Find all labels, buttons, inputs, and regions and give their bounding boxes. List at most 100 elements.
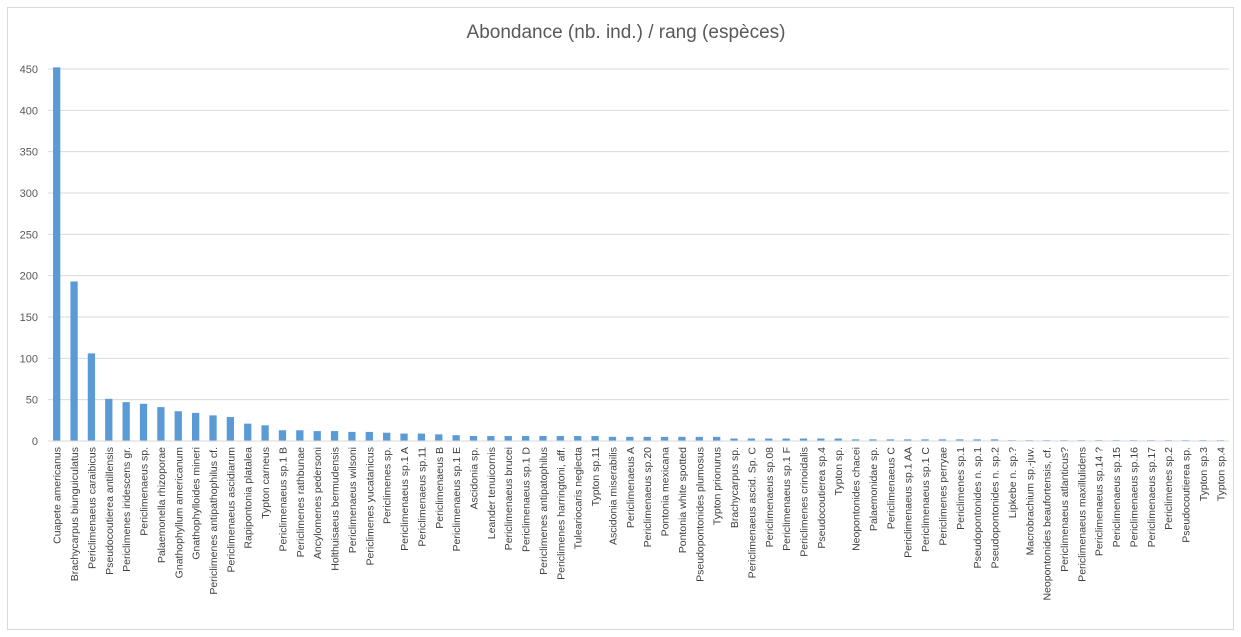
bar bbox=[608, 436, 617, 441]
bar bbox=[70, 281, 78, 441]
bar bbox=[747, 438, 756, 441]
x-tick-label: Periclimenaeus ascidiarum bbox=[225, 447, 237, 573]
x-tick-label: Periclimenaeus sp.1 E bbox=[451, 447, 463, 551]
bar bbox=[695, 436, 703, 441]
x-tick-label: Leander tenuicornis bbox=[486, 447, 498, 539]
bar bbox=[730, 438, 738, 441]
y-tick-label: 50 bbox=[26, 395, 38, 407]
y-tick-label: 450 bbox=[20, 64, 38, 76]
gridlines bbox=[48, 68, 1229, 401]
bar bbox=[87, 353, 96, 441]
x-tick-label: Periclimenes sp.2 bbox=[1163, 447, 1175, 530]
bar bbox=[244, 423, 252, 441]
x-tick-label: Brachycarpus sp. bbox=[729, 447, 741, 528]
x-tick-label: Pseudocoutierea sp. bbox=[1181, 447, 1193, 543]
y-tick-label: 300 bbox=[20, 188, 38, 200]
bar bbox=[383, 432, 391, 441]
y-tick-label: 250 bbox=[20, 229, 38, 241]
x-tick-label: Typton sp.3 bbox=[1198, 447, 1210, 501]
x-tick-label: Gnathophylloides mineri bbox=[191, 447, 203, 560]
bar bbox=[834, 438, 842, 441]
x-tick-label: Periclimenaeus wilsoni bbox=[347, 447, 359, 553]
bar bbox=[921, 439, 929, 441]
bar bbox=[348, 431, 356, 441]
x-tick-label: Brachycarpus biunguiculatus bbox=[69, 447, 81, 581]
y-tick-label: 350 bbox=[20, 147, 38, 159]
bar bbox=[139, 403, 148, 441]
category-labels: Cuapete americanus Brachycarpus biunguicu… bbox=[52, 447, 1228, 601]
x-tick-label: Periclimenaeus ascid. Sp. C bbox=[746, 447, 758, 579]
x-tick-label: Pseudopontonides plumosus bbox=[694, 447, 706, 582]
bar bbox=[53, 67, 61, 441]
y-tick-label: 200 bbox=[20, 271, 38, 283]
bar bbox=[904, 439, 912, 441]
x-tick-label: Rapipontonia platalea bbox=[243, 447, 255, 549]
bar bbox=[713, 436, 721, 441]
bar bbox=[886, 439, 894, 441]
x-tick-label: Periclimenaeus B bbox=[434, 447, 446, 529]
x-tick-label: Periclimenaeus sp.1 D bbox=[521, 447, 533, 552]
x-tick-label: Periclimenes harringtoni, aff. bbox=[555, 447, 567, 580]
x-tick-label: Pseudopontonides n. sp.1 bbox=[972, 447, 984, 569]
x-tick-label: Periclimenaeus sp.1 A bbox=[399, 447, 411, 551]
bar bbox=[400, 433, 408, 441]
bar bbox=[591, 436, 599, 441]
x-tick-label: Periclimenes crinoidalis bbox=[798, 447, 810, 557]
x-tick-label: Periclimenaeus C bbox=[885, 447, 897, 530]
x-tick-label: Periclimenaeus sp.15 bbox=[1111, 447, 1123, 548]
bar bbox=[191, 412, 200, 441]
x-tick-label: Periclimenaeus sp.1 B bbox=[277, 447, 289, 551]
x-tick-label: Typton carneus bbox=[260, 447, 272, 519]
bar bbox=[209, 415, 217, 441]
x-tick-label: Palaemonidae sp. bbox=[868, 447, 880, 531]
x-tick-label: Periclimenaeus sp.1 F bbox=[781, 447, 793, 551]
x-tick-label: Periclimenaeus A bbox=[625, 447, 637, 528]
y-tick-label: 150 bbox=[20, 312, 38, 324]
bar bbox=[261, 425, 269, 441]
x-tick-label: Periclimenes sp. bbox=[382, 447, 394, 524]
x-tick-label: Typton sp. bbox=[833, 447, 845, 495]
x-tick-label: Ascidonia sp. bbox=[469, 447, 481, 509]
bar bbox=[174, 411, 182, 441]
bar bbox=[817, 438, 825, 441]
x-tick-label: Pseudocoutierea antillensis bbox=[104, 447, 116, 575]
bar bbox=[330, 431, 339, 441]
x-tick-label: Ancylomenes pedersoni bbox=[312, 447, 324, 559]
x-tick-label: Periclimenaeus maxillulidens bbox=[1076, 447, 1088, 582]
bar bbox=[990, 439, 999, 441]
y-tick-label: 0 bbox=[32, 436, 38, 448]
x-tick-label: Neopontonides beaufortensis, cf. bbox=[1042, 447, 1054, 601]
bar bbox=[574, 436, 582, 441]
bar bbox=[122, 402, 130, 441]
x-tick-label: Pontonia white spotted bbox=[677, 447, 689, 553]
bars bbox=[53, 67, 1224, 441]
x-tick-label: Periclimenaeus sp.11 bbox=[416, 447, 428, 547]
x-tick-label: Periclimenaeus sp.20 bbox=[642, 447, 654, 548]
x-tick-label: Periclimenes yucatanicus bbox=[364, 447, 376, 565]
bar bbox=[296, 430, 304, 441]
bar bbox=[973, 439, 981, 441]
x-tick-label: Periclimenaeus atlanticus? bbox=[1059, 447, 1071, 572]
x-tick-label: Periclimenes perryae bbox=[937, 447, 949, 546]
x-tick-label: Periclimenaeus sp.1 AA bbox=[903, 447, 915, 558]
bar bbox=[226, 417, 235, 441]
bar bbox=[539, 436, 547, 441]
bar bbox=[313, 431, 321, 441]
x-tick-label: Periclimenes iridescens gr. bbox=[121, 447, 133, 572]
bar bbox=[678, 436, 686, 441]
bar bbox=[851, 439, 860, 441]
bar bbox=[660, 436, 669, 441]
x-tick-label: Periclimenes rathbunae bbox=[295, 447, 307, 557]
x-tick-label: Lipkebe n. sp.? bbox=[1007, 447, 1019, 518]
x-tick-label: Periclimenaeus sp.08 bbox=[764, 447, 776, 548]
bar bbox=[157, 407, 165, 441]
x-tick-label: Tuleariocaris neglecta bbox=[573, 447, 585, 549]
bar bbox=[643, 436, 651, 441]
bar bbox=[799, 438, 808, 441]
x-tick-label: Neopontonides chacei bbox=[851, 447, 863, 551]
x-tick-label: Periclimenes antipathophilus cf. bbox=[208, 447, 220, 595]
x-tick-label: Pseudocoutierea sp.4 bbox=[816, 447, 828, 549]
x-tick-label: Typton prionurus bbox=[712, 447, 724, 525]
bar bbox=[452, 435, 460, 441]
x-tick-label: Periclimenaeus sp.17 bbox=[1146, 447, 1158, 548]
